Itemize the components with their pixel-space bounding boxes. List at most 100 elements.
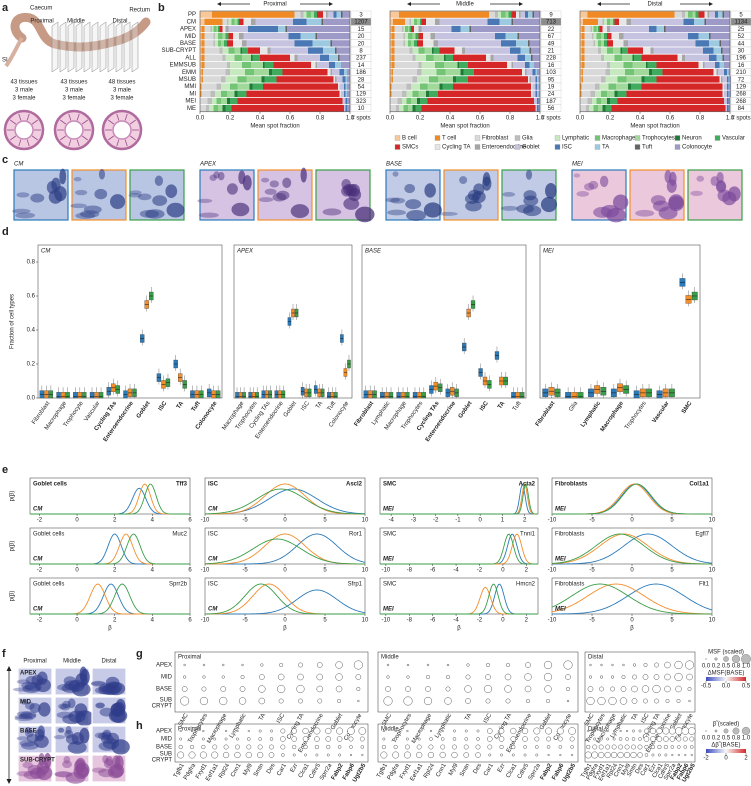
bar-segment bbox=[453, 54, 486, 61]
bar-segment bbox=[580, 47, 582, 54]
bar-segment bbox=[713, 47, 721, 54]
y-tick-label: 0.2 bbox=[27, 362, 36, 368]
bar-segment bbox=[537, 76, 539, 83]
bar-segment bbox=[345, 90, 347, 97]
dot bbox=[258, 685, 266, 693]
bar-segment bbox=[710, 33, 730, 40]
plot-frame bbox=[377, 723, 579, 763]
column-label: SMC bbox=[381, 712, 393, 727]
bar-segment bbox=[593, 33, 597, 40]
spot-count: 5 bbox=[739, 12, 743, 18]
spot-count: 52 bbox=[738, 34, 745, 40]
dot bbox=[258, 737, 262, 741]
x-tick-label: 0 bbox=[75, 518, 79, 524]
dot bbox=[291, 736, 297, 742]
bar-segment bbox=[421, 25, 452, 33]
dot bbox=[654, 698, 659, 704]
dot bbox=[188, 751, 196, 759]
bar-segment bbox=[390, 83, 392, 90]
bar-segment bbox=[423, 40, 434, 47]
box bbox=[274, 390, 279, 399]
tissue-texture bbox=[290, 204, 310, 219]
bar-segment bbox=[622, 47, 628, 54]
spot-count: 72 bbox=[738, 77, 745, 83]
density-curve bbox=[551, 583, 713, 615]
bar-segment bbox=[200, 69, 202, 76]
density-curve bbox=[30, 487, 190, 515]
bar-segment bbox=[394, 54, 413, 61]
bar-segment bbox=[607, 18, 610, 25]
dot bbox=[425, 686, 431, 692]
dot bbox=[406, 737, 409, 741]
spot-count: 228 bbox=[546, 56, 557, 62]
dot bbox=[393, 744, 398, 750]
column-label: Ezr bbox=[497, 763, 507, 774]
dot bbox=[201, 686, 207, 692]
column-label: Myl9 bbox=[448, 762, 460, 777]
dot bbox=[522, 736, 528, 742]
plot-frame bbox=[174, 723, 369, 763]
bar-segment bbox=[228, 47, 235, 54]
dot bbox=[613, 729, 616, 733]
bar-segment bbox=[474, 69, 522, 76]
bar-segment bbox=[418, 61, 422, 69]
bar-segment bbox=[682, 54, 685, 61]
tissue-texture bbox=[576, 190, 590, 197]
dot bbox=[466, 663, 470, 667]
bar-segment bbox=[391, 69, 393, 76]
size-legend-title: β̃ (scaled) bbox=[713, 722, 739, 728]
bar-segment bbox=[326, 11, 328, 18]
bar-segment bbox=[201, 83, 217, 90]
bar-segment bbox=[303, 11, 307, 18]
bar-segment bbox=[719, 76, 721, 83]
bar-segment bbox=[601, 40, 604, 47]
bar-segment bbox=[704, 11, 708, 18]
dot bbox=[357, 699, 360, 703]
dot bbox=[406, 663, 410, 667]
bar-segment bbox=[228, 18, 232, 25]
bar-segment bbox=[336, 11, 341, 18]
legend-label: ISC bbox=[562, 145, 573, 151]
column-label: Goblet bbox=[539, 713, 553, 732]
box bbox=[56, 392, 61, 399]
bar-segment bbox=[230, 97, 238, 105]
tissue-texture bbox=[23, 770, 42, 780]
row-label: PP bbox=[188, 12, 196, 18]
bar-segment bbox=[390, 40, 392, 47]
x-tick-label: Goblet bbox=[458, 401, 474, 420]
bar-segment bbox=[391, 76, 393, 83]
tissue-lumen bbox=[64, 120, 84, 140]
x-tick-label: Glia bbox=[568, 400, 579, 413]
bar-segment bbox=[602, 105, 606, 112]
tissue-texture bbox=[322, 208, 342, 216]
bar-segment bbox=[604, 40, 607, 47]
dot bbox=[405, 686, 411, 692]
bar-segment bbox=[345, 76, 347, 83]
tissue-texture bbox=[79, 210, 100, 218]
spot-count: 10 bbox=[358, 106, 365, 112]
density-curve bbox=[552, 483, 712, 515]
dot bbox=[643, 698, 648, 704]
bar-segment bbox=[581, 54, 585, 61]
density-curve bbox=[380, 482, 538, 515]
box bbox=[334, 392, 338, 399]
dot bbox=[652, 684, 661, 694]
bar-segment bbox=[722, 11, 724, 18]
bar-segment bbox=[438, 90, 531, 97]
bar-segment bbox=[200, 76, 202, 83]
bar-segment bbox=[200, 83, 202, 90]
dot bbox=[270, 729, 273, 733]
region-header: Proximal bbox=[23, 659, 46, 665]
dot bbox=[394, 737, 398, 741]
bar-segment bbox=[251, 54, 253, 61]
bar-segment bbox=[704, 18, 706, 25]
dot bbox=[589, 663, 592, 667]
dot bbox=[643, 663, 648, 667]
dot bbox=[292, 753, 296, 757]
bar-segment bbox=[287, 25, 350, 33]
dot bbox=[545, 727, 553, 735]
bar-segment bbox=[510, 47, 521, 54]
dot bbox=[268, 752, 275, 758]
bar-segment bbox=[412, 105, 416, 112]
bar-segment bbox=[335, 61, 341, 69]
